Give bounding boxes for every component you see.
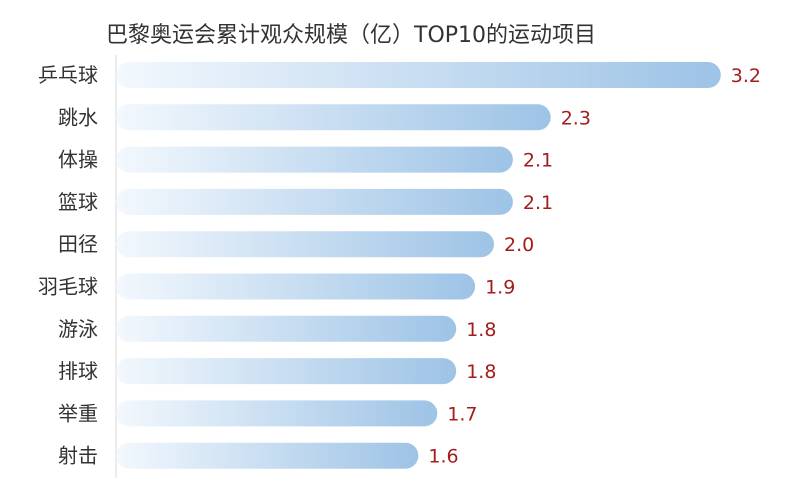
category-label: 田径 — [58, 232, 98, 256]
category-label: 举重 — [58, 401, 98, 425]
bar — [116, 188, 513, 215]
category-label: 排球 — [58, 359, 98, 383]
category-label: 羽毛球 — [38, 275, 98, 299]
bar — [116, 273, 476, 300]
bar — [116, 442, 419, 469]
category-label: 体操 — [58, 148, 98, 172]
bars-group: 乒乓球 3.2 跳水 2.3 体操 2.1 篮球 2.1 田径 2.0 羽毛球 1.9 游泳 1.8 排球 1… — [38, 62, 761, 469]
value-label: 2.0 — [504, 234, 534, 256]
value-label: 1.6 — [428, 446, 458, 468]
bar — [116, 400, 438, 427]
value-label: 1.9 — [485, 277, 515, 299]
category-label: 跳水 — [58, 105, 98, 129]
category-label: 射击 — [58, 444, 98, 468]
bar — [116, 315, 457, 342]
value-label: 1.8 — [466, 319, 496, 341]
bar — [116, 358, 457, 385]
value-label: 2.1 — [523, 150, 553, 172]
value-label: 3.2 — [731, 65, 761, 87]
bar — [116, 146, 513, 173]
value-label: 2.3 — [561, 107, 591, 129]
category-label: 游泳 — [58, 317, 98, 341]
chart-title: 巴黎奥运会累计观众规模（亿）TOP10的运动项目 — [106, 23, 596, 48]
bar — [116, 104, 551, 131]
bar — [116, 62, 721, 88]
category-label: 篮球 — [58, 190, 98, 214]
value-label: 2.1 — [523, 192, 553, 214]
value-label: 1.8 — [466, 361, 496, 383]
value-label: 1.7 — [447, 403, 477, 425]
category-label: 乒乓球 — [38, 63, 98, 87]
bar — [116, 231, 494, 258]
